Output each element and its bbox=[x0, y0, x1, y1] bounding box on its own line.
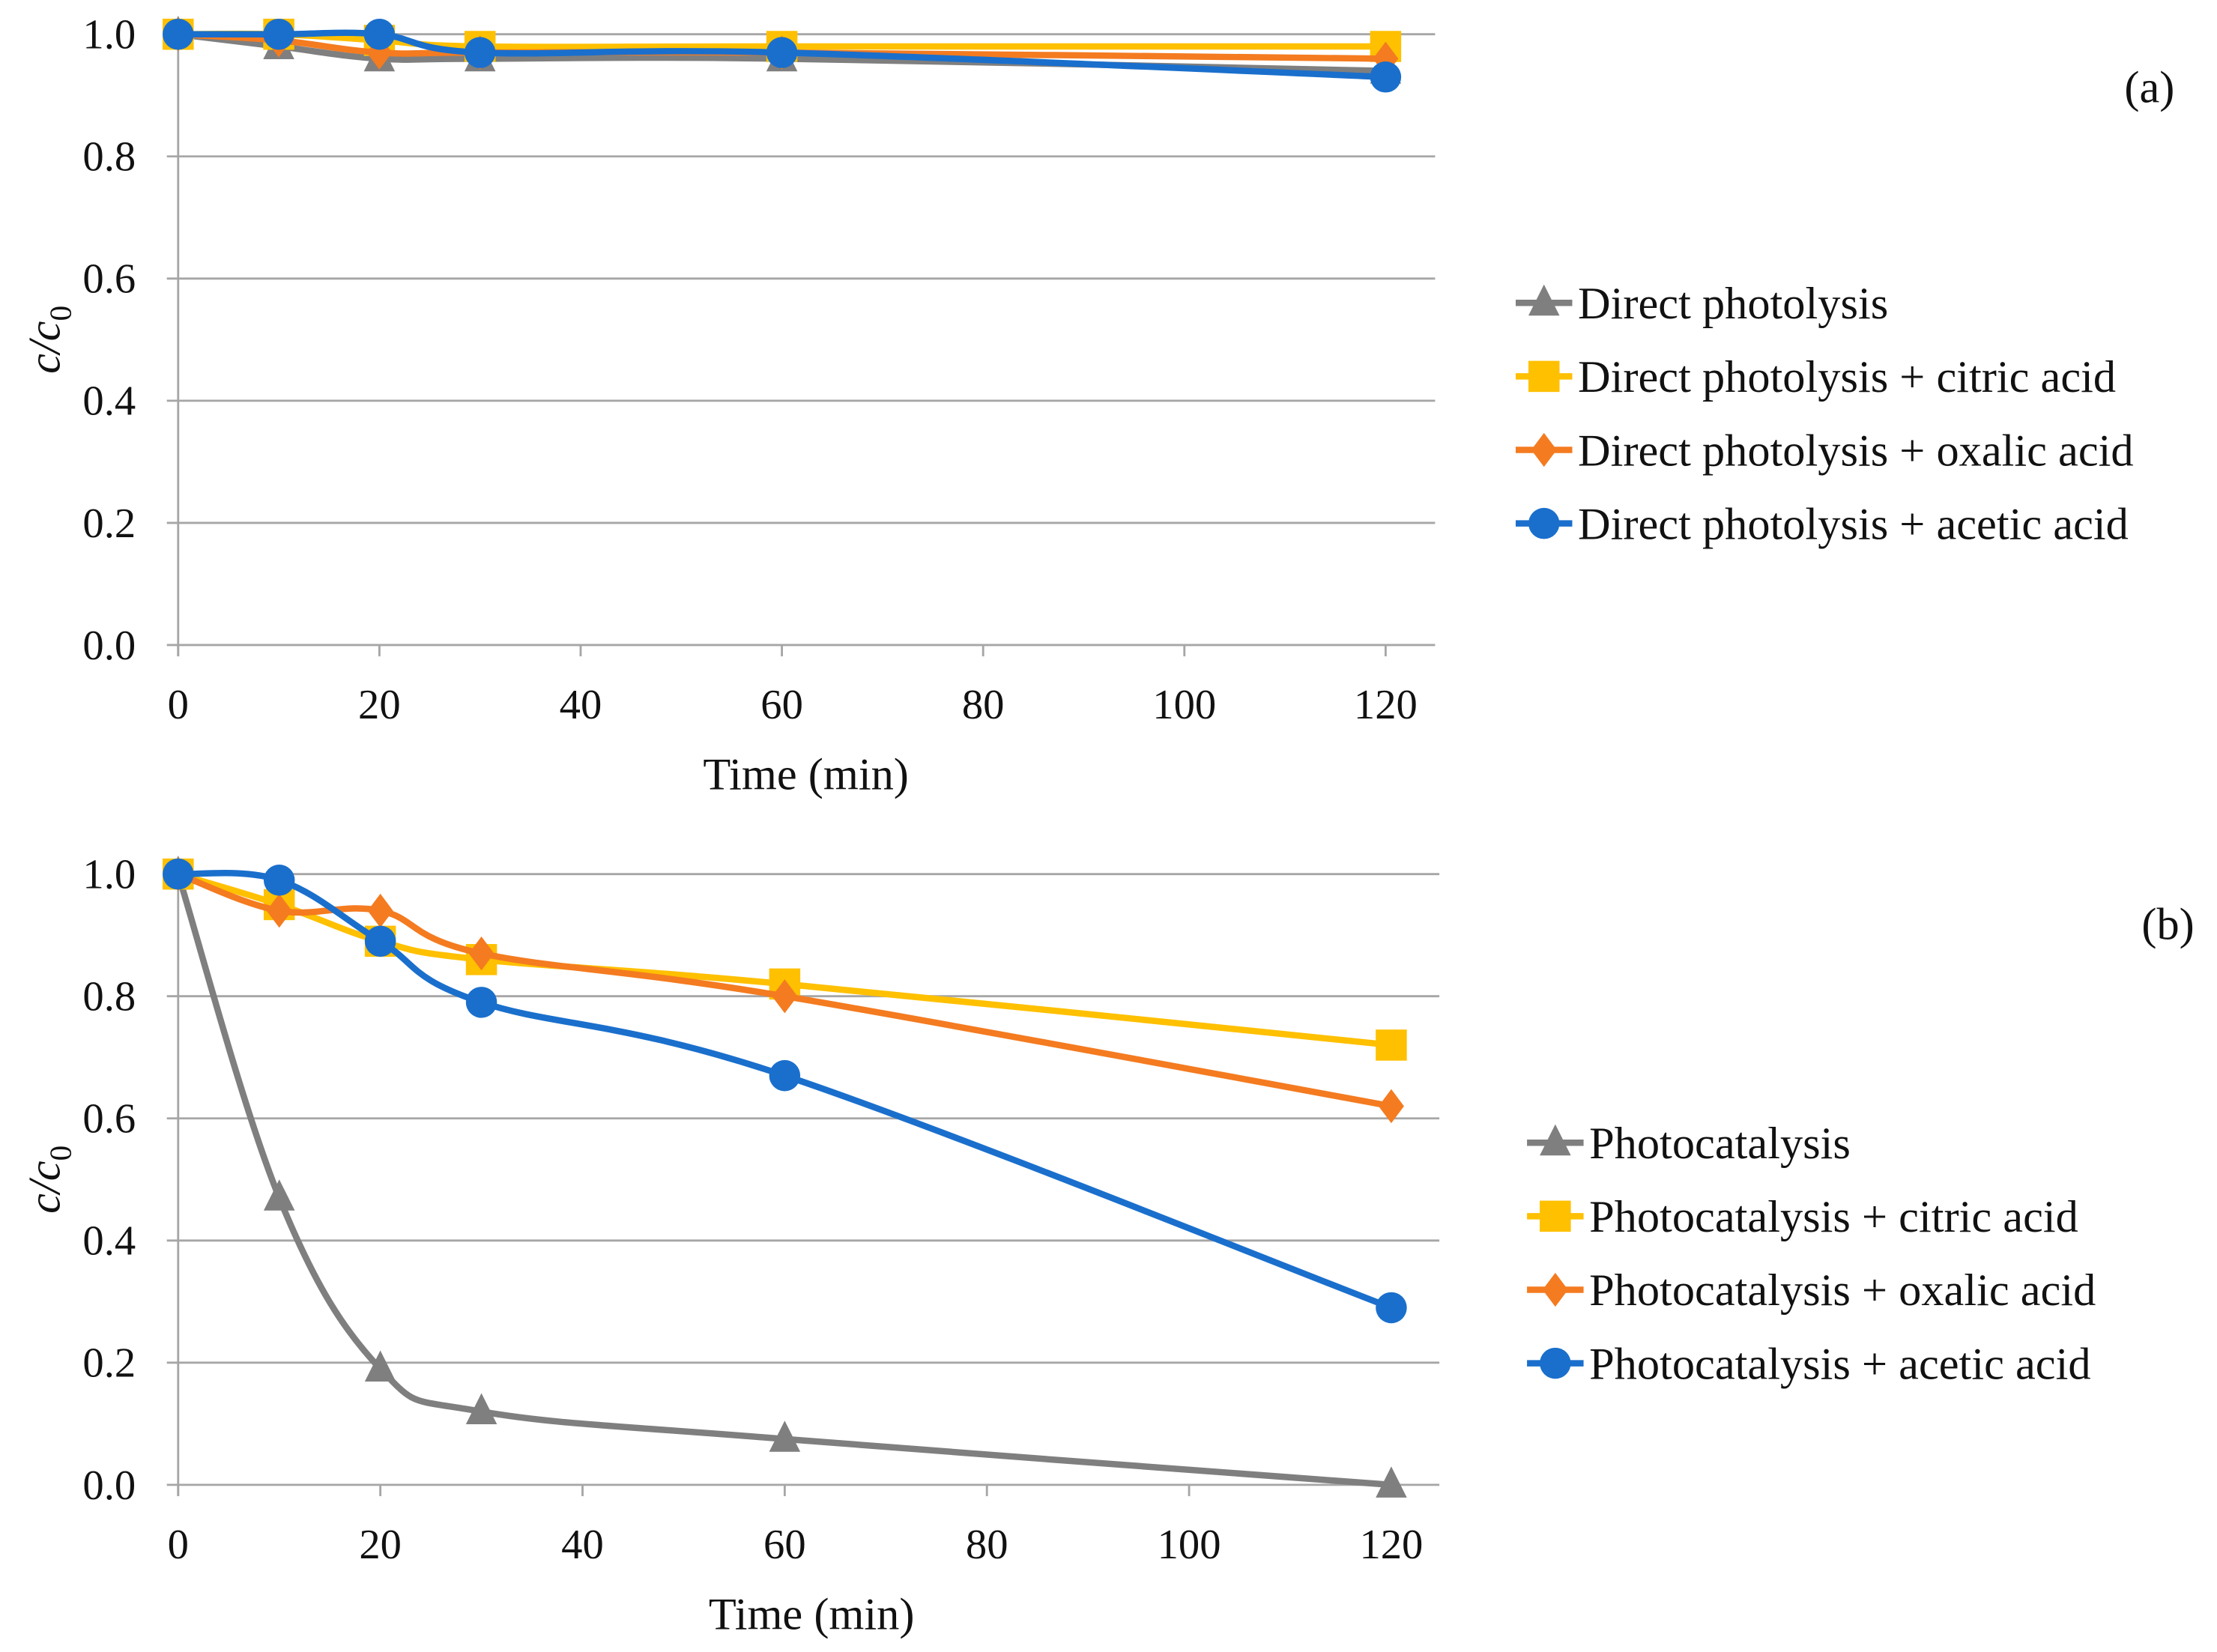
legend-marker bbox=[1528, 507, 1560, 539]
x-tick-label: 100 bbox=[1152, 682, 1216, 728]
x-tick-label: 120 bbox=[1359, 1522, 1423, 1568]
legend-label: Photocatalysis + acetic acid bbox=[1589, 1339, 2090, 1389]
chart-panel-a: (a) Time (min) c/c0 0.00.20.40.60.81.00 2… bbox=[19, 12, 2174, 800]
y-tick-label: 0.0 bbox=[82, 1462, 136, 1509]
data-point bbox=[1376, 1466, 1407, 1498]
data-point bbox=[1376, 1029, 1407, 1061]
data-point bbox=[263, 18, 294, 50]
series-triangle bbox=[163, 856, 1407, 1498]
y-tick-label: 0.6 bbox=[82, 1096, 136, 1143]
series-circle bbox=[163, 858, 1407, 1324]
data-point bbox=[769, 1059, 801, 1092]
data-point bbox=[465, 987, 497, 1018]
panel-label-b: (b) bbox=[2141, 899, 2194, 949]
x-tick-label: 60 bbox=[760, 682, 803, 728]
y-tick-label: 0.8 bbox=[82, 974, 136, 1020]
series-diamond bbox=[165, 857, 1404, 1124]
y-tick-label: 0.4 bbox=[82, 378, 136, 425]
x-tick-label: 0 bbox=[168, 682, 189, 728]
x-tick-label: 20 bbox=[359, 1522, 402, 1568]
legend-marker bbox=[1528, 284, 1560, 316]
legend-entry: Direct photolysis + oxalic acid bbox=[1515, 426, 2134, 476]
y-tick-label: 0.2 bbox=[82, 1340, 136, 1387]
y-axis-label-main: c/c bbox=[19, 321, 70, 374]
legend-entry: Direct photolysis + citric acid bbox=[1515, 352, 2116, 402]
legend-entry: Direct photolysis bbox=[1515, 279, 1888, 329]
x-axis-label-b: Time (min) bbox=[709, 1589, 915, 1639]
x-tick-label: 20 bbox=[358, 682, 401, 728]
gridlines bbox=[166, 33, 1436, 647]
y-tick-label: 0.6 bbox=[82, 256, 136, 303]
series-line bbox=[175, 873, 1392, 1489]
y-tick-label: 1.0 bbox=[82, 12, 136, 58]
y-axis-label-b: c/c0 bbox=[19, 1146, 77, 1214]
x-tick-label: 100 bbox=[1158, 1522, 1221, 1568]
legend-marker bbox=[1542, 1272, 1568, 1307]
legend-marker bbox=[1531, 432, 1557, 468]
x-tick-label: 80 bbox=[962, 682, 1005, 728]
legend-entry: Direct photolysis + acetic acid bbox=[1515, 499, 2129, 549]
data-point bbox=[766, 37, 798, 68]
x-tick-label: 80 bbox=[966, 1522, 1008, 1568]
legend-label: Direct photolysis bbox=[1578, 279, 1888, 329]
legend-label: Direct photolysis + citric acid bbox=[1578, 352, 2116, 402]
y-tick-label: 0.4 bbox=[82, 1218, 136, 1265]
data-point bbox=[367, 893, 393, 928]
legend-entry: Photocatalysis + acetic acid bbox=[1527, 1339, 2091, 1389]
data-point bbox=[266, 893, 292, 928]
data-point bbox=[163, 858, 194, 890]
y-tick-label: 0.8 bbox=[82, 134, 136, 181]
data-point bbox=[769, 1420, 801, 1452]
x-tick-label: 40 bbox=[561, 1522, 604, 1568]
data-point bbox=[465, 1393, 497, 1425]
data-point bbox=[363, 18, 396, 50]
data-point bbox=[1370, 61, 1402, 93]
data-point bbox=[364, 1350, 396, 1382]
legend-label: Direct photolysis + acetic acid bbox=[1578, 499, 2129, 549]
y-tick-label: 0.2 bbox=[82, 500, 136, 547]
data-point bbox=[364, 925, 396, 957]
panel-label-a: (a) bbox=[2124, 62, 2174, 112]
legend-entry: Photocatalysis + citric acid bbox=[1527, 1192, 2078, 1242]
data-point bbox=[263, 865, 295, 896]
legend-label: Photocatalysis + oxalic acid bbox=[1589, 1265, 2096, 1316]
y-axis-label-sub: 0 bbox=[43, 306, 77, 321]
legend-marker bbox=[1540, 1124, 1571, 1156]
legend-label: Photocatalysis bbox=[1589, 1119, 1851, 1169]
x-tick-label: 0 bbox=[168, 1522, 189, 1568]
y-tick-label: 0.0 bbox=[82, 623, 136, 669]
series-square bbox=[163, 858, 1407, 1061]
y-axis-label-sub: 0 bbox=[43, 1146, 77, 1161]
x-tick-label: 120 bbox=[1354, 682, 1418, 728]
data-point bbox=[1376, 1292, 1407, 1324]
data-point bbox=[468, 936, 494, 971]
chart-panel-b: (b) Time (min) c/c0 0.00.20.40.60.81.00 2… bbox=[19, 852, 2195, 1640]
y-axis-label-main: c/c bbox=[19, 1161, 70, 1214]
x-axis-label-a: Time (min) bbox=[703, 749, 909, 799]
x-tick-label: 40 bbox=[560, 682, 602, 728]
legend-entry: Photocatalysis bbox=[1527, 1119, 1851, 1169]
y-tick-label: 1.0 bbox=[82, 852, 136, 898]
legend-marker bbox=[1528, 360, 1560, 393]
legend-label: Photocatalysis + citric acid bbox=[1589, 1192, 2078, 1242]
legend-marker bbox=[1540, 1347, 1571, 1379]
legend-marker bbox=[1540, 1200, 1571, 1232]
series-circle bbox=[163, 18, 1402, 93]
y-axis-label-a: c/c0 bbox=[19, 306, 77, 374]
data-point bbox=[464, 37, 496, 68]
gridlines bbox=[166, 873, 1440, 1486]
x-tick-label: 60 bbox=[763, 1522, 806, 1568]
data-point bbox=[163, 18, 194, 50]
data-point bbox=[1378, 1089, 1404, 1124]
data-point bbox=[263, 1179, 295, 1211]
series-line bbox=[177, 871, 1392, 1049]
legend-label: Direct photolysis + oxalic acid bbox=[1578, 426, 2134, 476]
legend-entry: Photocatalysis + oxalic acid bbox=[1527, 1265, 2096, 1316]
